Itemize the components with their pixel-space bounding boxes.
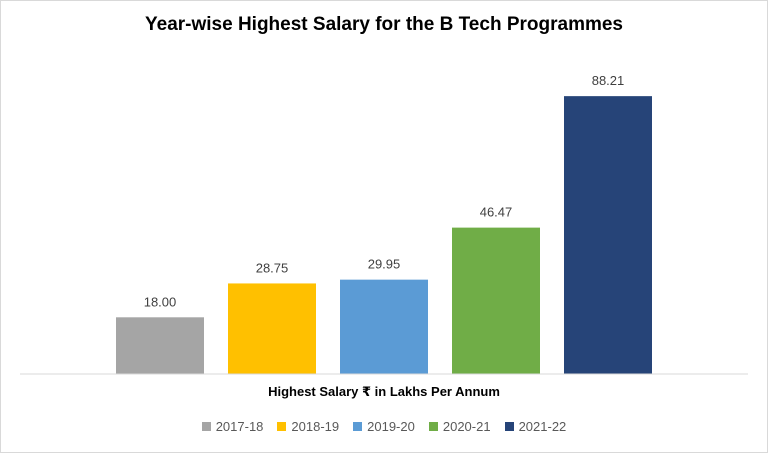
data-label-2021-22: 88.21 — [592, 73, 625, 88]
data-label-2018-19: 28.75 — [256, 260, 289, 275]
x-axis-label: Highest Salary ₹ in Lakhs Per Annum — [268, 384, 500, 399]
legend-swatch — [428, 422, 438, 431]
bar-2021-22 — [564, 96, 652, 375]
data-labels-layer: 18.00 28.75 29.95 46.47 88.21 — [144, 73, 625, 309]
legend-label: 2021-22 — [518, 419, 567, 434]
data-label-2020-21: 46.47 — [480, 205, 513, 220]
legend-swatch — [353, 422, 363, 431]
legend-label: 2018-19 — [291, 419, 340, 434]
legend-entry-2019-20: 2019-20 — [353, 419, 415, 434]
bar-2018-19 — [228, 283, 316, 374]
legend-entry-2021-22: 2021-22 — [504, 419, 567, 434]
bars-layer — [116, 96, 652, 375]
legend-entry-2017-18: 2017-18 — [201, 419, 264, 434]
data-label-2017-18: 18.00 — [144, 294, 177, 309]
bar-2019-20 — [340, 279, 428, 374]
data-label-2019-20: 29.95 — [368, 257, 401, 272]
legend-swatch — [201, 422, 211, 431]
legend-swatch — [504, 422, 514, 431]
legend-label: 2020-21 — [442, 419, 491, 434]
bar-2017-18 — [116, 317, 204, 374]
bar-2020-21 — [452, 227, 540, 374]
legend-label: 2017-18 — [215, 419, 264, 434]
legend-label: 2019-20 — [367, 419, 415, 434]
legend-entry-2018-19: 2018-19 — [277, 419, 339, 434]
legend-entry-2020-21: 2020-21 — [428, 419, 491, 434]
chart-title: Year-wise Highest Salary for the B Tech … — [145, 14, 623, 35]
legend: 2017-18 2018-19 2019-20 2020-21 2021-22 — [0, 419, 768, 434]
legend-swatch — [277, 422, 287, 431]
